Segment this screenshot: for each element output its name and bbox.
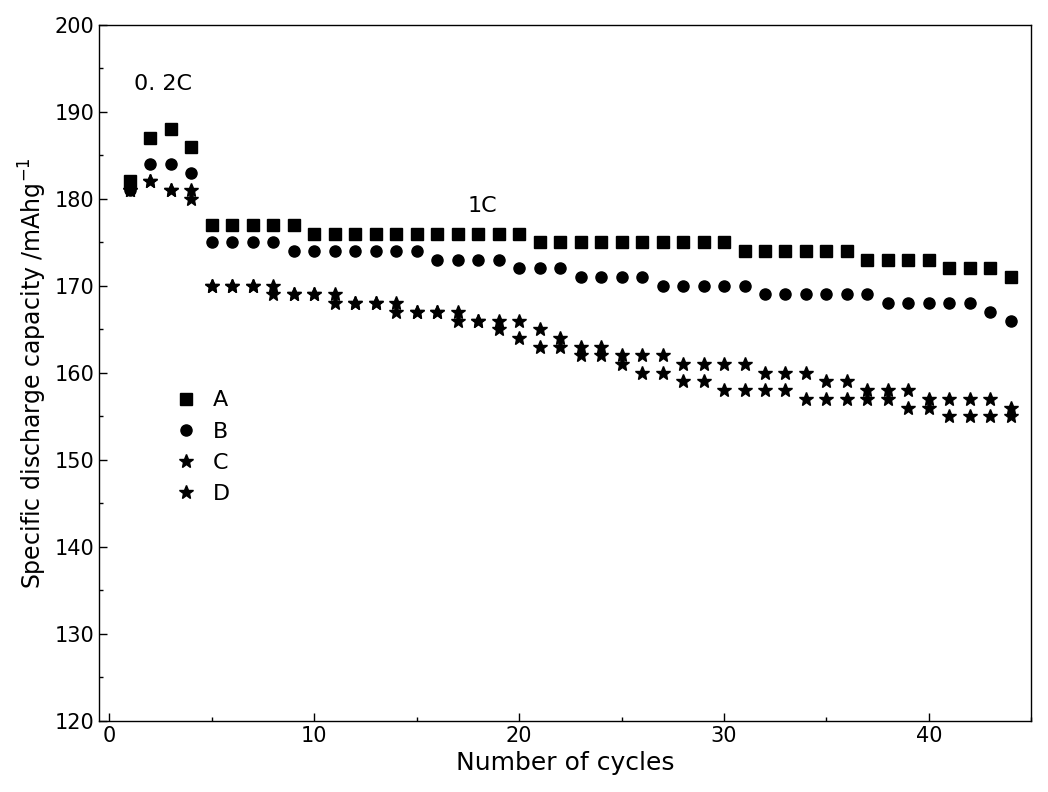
- Legend: A, B, C, D: A, B, C, D: [167, 379, 241, 515]
- Text: 0. 2C: 0. 2C: [134, 74, 192, 94]
- Y-axis label: Specific discharge capacity /mAhg$^{-1}$: Specific discharge capacity /mAhg$^{-1}$: [17, 157, 49, 588]
- X-axis label: Number of cycles: Number of cycles: [456, 752, 675, 775]
- Text: 1C: 1C: [467, 196, 498, 216]
